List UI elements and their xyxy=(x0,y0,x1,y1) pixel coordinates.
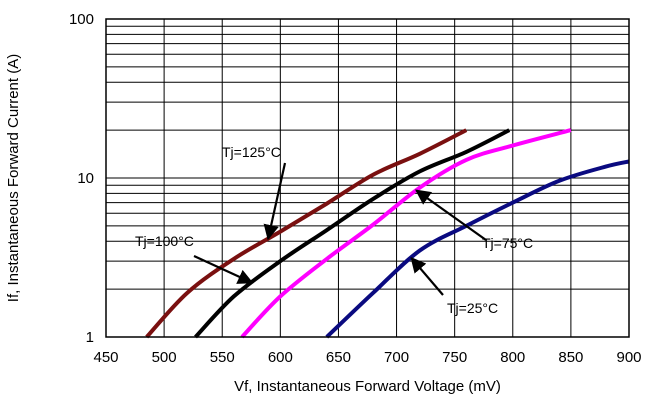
x-axis-label: Vf, Instantaneous Forward Voltage (mV) xyxy=(234,378,501,395)
annotations: Tj=125°C Tj=100°C Tj=75°C Tj=25°C xyxy=(135,144,533,316)
plot-area-border xyxy=(105,18,630,338)
y-tick-label: 100 xyxy=(69,11,94,28)
series-line-Tj=25°C xyxy=(325,159,630,339)
series-line-Tj=100°C xyxy=(194,128,511,339)
x-tick-label: 450 xyxy=(93,349,118,366)
x-tick-label: 700 xyxy=(384,349,409,366)
annotation-arrow xyxy=(193,255,254,284)
x-tick-label: 850 xyxy=(558,349,583,366)
annotation-arrow xyxy=(263,162,287,241)
x-tick-label: 600 xyxy=(268,349,293,366)
annotation-arrow xyxy=(410,256,444,296)
y-tick-label: 10 xyxy=(77,170,94,187)
y-tick-label: 1 xyxy=(86,329,94,346)
tick-labels: 450 500 550 600 650 700 750 800 850 900 1 10 100 xyxy=(69,11,642,366)
x-tick-label: 550 xyxy=(210,349,235,366)
series-line-Tj=125°C xyxy=(145,128,468,339)
x-tick-label: 800 xyxy=(500,349,525,366)
x-tick-label: 650 xyxy=(326,349,351,366)
curves xyxy=(145,128,630,339)
x-tick-label: 500 xyxy=(152,349,177,366)
annotation-arrow xyxy=(415,189,487,241)
annotation-label: Tj=25°C xyxy=(447,300,498,316)
annotation-label: Tj=100°C xyxy=(135,233,194,249)
x-tick-label: 750 xyxy=(442,349,467,366)
series-line-Tj=75°C xyxy=(240,128,572,339)
annotation-label: Tj=125°C xyxy=(222,144,281,160)
y-axis-label: If, Instantaneous Forward Current (A) xyxy=(5,54,22,302)
annotation-label: Tj=75°C xyxy=(482,235,533,251)
x-tick-label: 900 xyxy=(616,349,641,366)
